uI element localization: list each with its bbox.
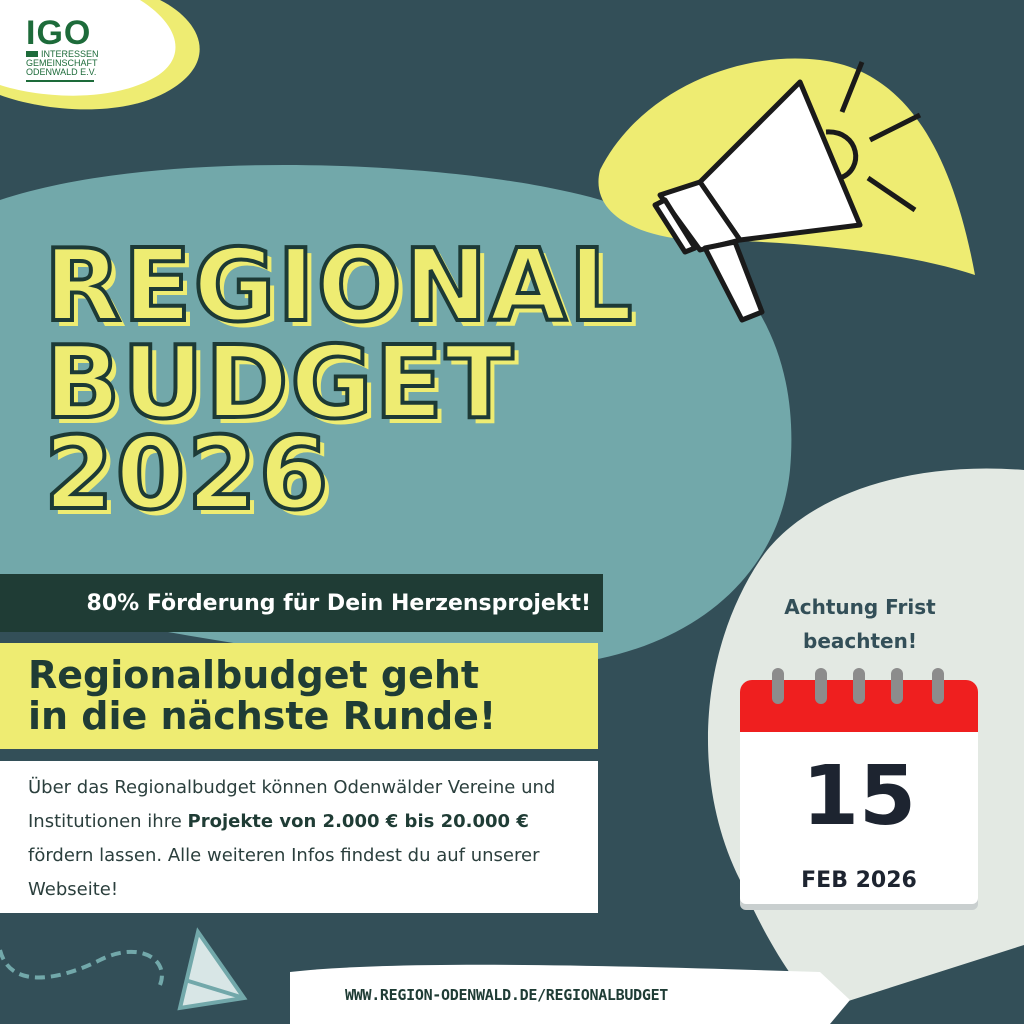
paper-plane-icon: [0, 927, 248, 1011]
igo-logo: IGO INTERESSEN GEMEINSCHAFT ODENWALD E.V…: [26, 16, 106, 82]
headline-banner: Regionalbudget geht in die nächste Runde…: [0, 643, 598, 749]
deadline-day: 15: [801, 749, 917, 844]
headline-line-2: in die nächste Runde!: [28, 694, 497, 738]
logo-subtitle: INTERESSEN: [26, 50, 106, 59]
megaphone-icon: [652, 61, 922, 323]
logo-subtitle-2: GEMEINSCHAFT: [26, 58, 98, 68]
brush-stroke: [290, 964, 850, 1024]
title-line-3: 2026: [42, 415, 331, 532]
deadline-notice: Achtung Frist beachten!: [784, 595, 936, 653]
logo-name: IGO: [26, 14, 92, 52]
funding-banner: 80% Förderung für Dein Herzensprojekt!: [0, 574, 603, 632]
deadline-month-year: FEB 2026: [801, 868, 917, 893]
website-link[interactable]: WWW.REGION-ODENWALD.DE/REGIONALBUDGET: [345, 986, 669, 1004]
title-line-1: REGIONAL: [42, 227, 635, 344]
teal-blob: [0, 165, 792, 668]
description: Über das Regionalbudget können Odenwälde…: [0, 761, 598, 913]
logo-subtitle-3: ODENWALD E.V.: [26, 67, 97, 77]
title-line-2: BUDGET: [42, 324, 516, 441]
headline-line-1: Regionalbudget geht: [28, 653, 480, 697]
calendar-icon: 15 FEB 2026: [740, 668, 978, 912]
logo-white-blob: [0, 0, 176, 96]
